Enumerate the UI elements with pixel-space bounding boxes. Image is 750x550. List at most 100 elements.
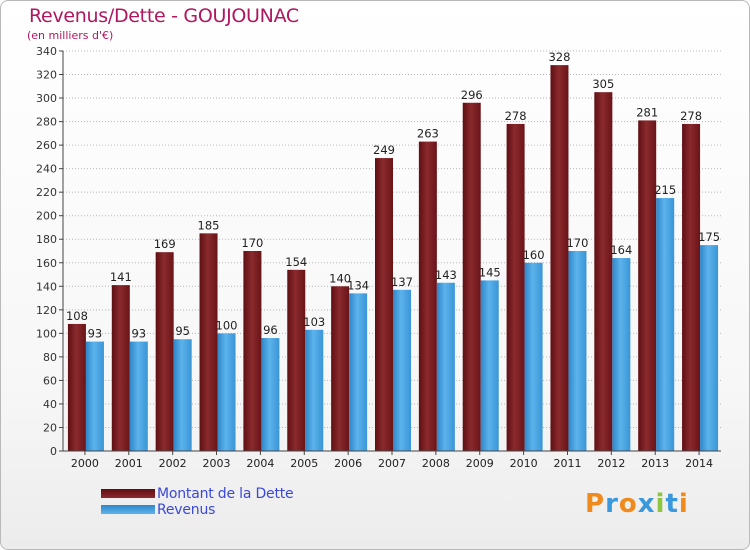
data-label-dette: 185: [198, 218, 220, 232]
bar-revenus: [129, 341, 148, 451]
data-label-dette: 141: [110, 270, 132, 284]
data-label-revenus: 160: [523, 248, 545, 262]
bar-dette: [594, 92, 613, 452]
y-tick-label: 240: [36, 163, 57, 176]
bar-revenus: [568, 251, 587, 451]
legend-label-revenus: Revenus: [157, 502, 216, 518]
x-tick-label: 2011: [553, 457, 581, 470]
y-tick-label: 40: [43, 398, 57, 411]
data-label-revenus: 137: [391, 275, 413, 289]
x-tick-label: 2007: [378, 457, 406, 470]
x-tick-label: 2009: [466, 457, 494, 470]
legend-item-dette: Montant de la Dette: [101, 486, 361, 505]
bar-revenus: [217, 333, 236, 451]
x-tick-label: 2002: [159, 457, 187, 470]
y-tick-label: 280: [36, 116, 57, 129]
bar-dette: [638, 120, 657, 451]
y-tick-label: 220: [36, 186, 57, 199]
bar-dette: [287, 269, 306, 451]
legend-item-revenus: Revenus: [101, 502, 361, 521]
data-label-dette: 305: [592, 77, 614, 91]
bar-dette: [111, 285, 130, 451]
logo-letter: o: [618, 489, 638, 519]
data-label-dette: 328: [548, 50, 570, 64]
y-tick-label: 20: [43, 421, 57, 434]
data-label-dette: 296: [461, 88, 483, 102]
x-tick-label: 2005: [290, 457, 318, 470]
bar-revenus: [524, 262, 543, 451]
bar-dette: [682, 123, 701, 452]
data-label-dette: 278: [680, 109, 702, 123]
bar-dette: [375, 158, 393, 451]
bar-revenus: [656, 198, 675, 451]
data-label-revenus: 103: [303, 315, 325, 329]
y-tick-label: 100: [36, 327, 57, 340]
legend-swatch-revenus: [101, 505, 155, 514]
y-tick-label: 120: [36, 304, 57, 317]
data-label-dette: 249: [373, 143, 395, 157]
x-tick-label: 2008: [422, 457, 450, 470]
logo-letter: P: [585, 489, 606, 519]
y-tick-label: 320: [36, 69, 57, 82]
bar-revenus: [436, 282, 455, 451]
chart-subtitle: (en milliers d'€): [27, 29, 114, 42]
bar-revenus: [393, 289, 411, 451]
y-tick-label: 0: [50, 445, 57, 458]
data-label-dette: 263: [417, 127, 439, 141]
logo-letter: x: [637, 489, 656, 519]
data-label-revenus: 215: [654, 183, 676, 197]
logo-letter: i: [655, 489, 666, 519]
data-label-dette: 278: [505, 109, 527, 123]
x-tick-label: 2012: [597, 457, 625, 470]
data-label-dette: 154: [285, 255, 307, 269]
data-label-revenus: 96: [263, 323, 278, 337]
bar-dette: [243, 251, 262, 451]
data-label-revenus: 145: [479, 265, 501, 279]
data-label-revenus: 143: [435, 268, 457, 282]
logo-letter: t: [665, 489, 679, 519]
logo-letter: r: [605, 489, 619, 519]
bar-dette: [418, 141, 437, 451]
y-tick-label: 260: [36, 139, 57, 152]
bar-dette: [550, 65, 569, 451]
data-label-revenus: 134: [347, 278, 369, 292]
x-tick-label: 2004: [246, 457, 274, 470]
data-label-dette: 169: [154, 237, 176, 251]
proxiti-logo: Proxiti: [585, 489, 689, 519]
y-tick-label: 200: [36, 210, 57, 223]
bar-revenus: [85, 341, 104, 451]
data-label-revenus: 164: [610, 243, 632, 257]
y-tick-label: 160: [36, 257, 57, 270]
logo-letter: i: [678, 489, 689, 519]
bar-revenus: [700, 245, 719, 451]
bar-dette: [506, 123, 525, 452]
y-tick-label: 340: [36, 45, 57, 58]
chart-title: Revenus/Dette - GOUJOUNAC: [29, 5, 299, 27]
data-label-dette: 170: [241, 236, 263, 250]
bar-revenus: [480, 280, 499, 451]
data-label-revenus: 93: [131, 327, 146, 341]
y-tick-label: 80: [43, 351, 57, 364]
bar-dette: [67, 323, 86, 451]
x-tick-label: 2000: [71, 457, 99, 470]
y-tick-label: 140: [36, 280, 57, 293]
legend-label-dette: Montant de la Dette: [157, 486, 294, 502]
x-tick-label: 2003: [203, 457, 231, 470]
data-label-revenus: 93: [88, 327, 103, 341]
x-tick-label: 2001: [115, 457, 143, 470]
data-label-revenus: 95: [175, 324, 190, 338]
data-label-revenus: 175: [698, 230, 720, 244]
bar-revenus: [173, 339, 192, 451]
bar-dette: [462, 102, 481, 451]
bar-revenus: [349, 293, 368, 451]
data-label-revenus: 170: [566, 236, 588, 250]
bar-dette: [331, 286, 350, 451]
data-label-dette: 108: [66, 309, 88, 323]
y-tick-label: 180: [36, 233, 57, 246]
bar-revenus: [305, 329, 324, 451]
x-tick-label: 2013: [641, 457, 669, 470]
data-label-dette: 140: [329, 271, 351, 285]
bar-revenus: [261, 338, 280, 451]
